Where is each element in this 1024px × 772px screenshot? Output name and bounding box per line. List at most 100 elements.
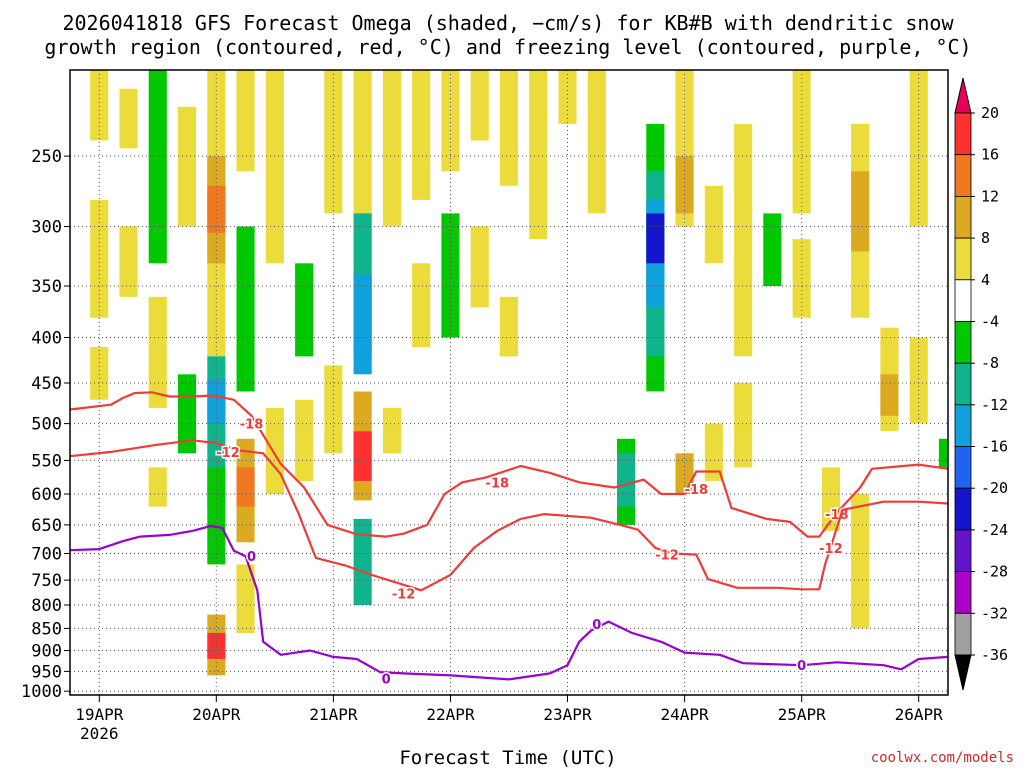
omega-cell (763, 213, 782, 286)
colorbar: 20 16 12 8 4 -4 -8 -12 -16 -20 -24 -28 -32 -36 (954, 77, 1008, 691)
omega-cell (90, 347, 109, 400)
omega-cell (207, 378, 226, 424)
omega-cell (324, 70, 343, 214)
colorbar-swatch (954, 404, 972, 447)
colorbar-swatch (954, 154, 972, 197)
colorbar-bottom-arrow (954, 654, 972, 691)
omega-cell (499, 70, 518, 186)
omega-cell (382, 407, 401, 454)
x-tick-label: 25APR (778, 705, 827, 724)
x-tick-label: 21APR (309, 705, 358, 724)
omega-cell (558, 70, 577, 124)
omega-cell (119, 88, 138, 149)
omega-cell (353, 274, 372, 375)
omega-cell (792, 70, 811, 214)
contour-label: 0 (592, 618, 601, 633)
colorbar-swatch (954, 279, 972, 322)
omega-cell (734, 383, 753, 468)
contour-label: -18 (486, 476, 510, 491)
omega-cell (909, 70, 928, 227)
omega-cell (207, 467, 226, 565)
credit-text: coolwx.com/models (871, 750, 1014, 766)
x-tick-label: 23APR (543, 705, 592, 724)
omega-cell (675, 156, 694, 214)
omega-cell (148, 70, 167, 264)
plot-area: -18-18 -18-18-12-12-12 -120000250300350400… (21, 69, 1008, 743)
y-tick-label: 400 (31, 329, 62, 349)
colorbar-tick-label: -4 (981, 313, 999, 331)
x-tick-label: 26APR (895, 705, 944, 724)
colorbar-swatch (954, 571, 972, 614)
y-tick-label: 800 (31, 596, 62, 616)
omega-cell (529, 70, 548, 240)
colorbar-tick-label: 16 (981, 146, 999, 164)
y-tick-label: 500 (31, 415, 62, 435)
omega-cell (851, 494, 870, 629)
omega-cell (587, 70, 606, 214)
colorbar-tick-label: 4 (981, 271, 990, 289)
omega-cell (265, 407, 284, 494)
colorbar-swatch (954, 362, 972, 406)
omega-cell (470, 70, 489, 141)
omega-cell (909, 337, 928, 424)
omega-cell (178, 106, 197, 227)
omega-cell (499, 296, 518, 357)
x-tick-label: 20APR (192, 705, 241, 724)
colorbar-swatch (954, 195, 972, 239)
omega-cell (236, 70, 255, 172)
omega-cell (324, 365, 343, 454)
contour-label: -18 (240, 418, 264, 433)
colorbar-tick-label: -36 (981, 646, 1008, 664)
omega-cell (938, 438, 948, 468)
contour-label: -12 (216, 446, 240, 461)
omega-cell (704, 185, 723, 264)
y-tick-label: 300 (31, 218, 62, 238)
y-tick-label: 1000 (21, 682, 62, 702)
colorbar-swatch (954, 529, 972, 573)
omega-cell (441, 213, 460, 338)
colorbar-swatch (954, 237, 972, 281)
colorbar-tick-label: 8 (981, 229, 990, 247)
omega-cell (734, 123, 753, 357)
chart-title-line1: 2026041818 GFS Forecast Omega (shaded, −… (62, 11, 954, 35)
contour--18 (70, 391, 948, 538)
chart-title-line2: growth region (contoured, red, °C) and f… (44, 35, 971, 59)
omega-cell (441, 70, 460, 172)
contour--12 (70, 439, 948, 592)
omega-cell (148, 467, 167, 507)
omega-cell (295, 263, 314, 357)
contour-label: -12 (392, 587, 416, 602)
y-tick-label: 250 (31, 147, 62, 167)
omega-cell (207, 632, 226, 659)
y-tick-label: 550 (31, 451, 62, 471)
omega-cell (265, 70, 284, 264)
colorbar-tick-label: -16 (981, 438, 1008, 456)
colorbar-tick-label: -32 (981, 604, 1008, 622)
omega-cell (412, 263, 431, 348)
colorbar-top-arrow (954, 77, 972, 114)
colorbar-tick-label: 12 (981, 187, 999, 205)
omega-cell (119, 226, 138, 297)
x-tick-label: 19APR (75, 705, 124, 724)
colorbar-swatch (954, 446, 972, 489)
omega-cell (236, 226, 255, 392)
omega-cell (382, 70, 401, 227)
contour-label: 0 (247, 550, 256, 565)
omega-cell (353, 431, 372, 481)
colorbar-swatch (954, 112, 972, 156)
contour-label: -12 (655, 549, 679, 564)
y-axis: 250 300 350 400 450 500 550 600 650 700 750 800 850 9… (21, 147, 70, 702)
colorbar-tick-label: 20 (981, 104, 999, 122)
contour-label: -18 (685, 483, 709, 498)
omega-cell (880, 374, 899, 416)
y-tick-label: 650 (31, 516, 62, 536)
colorbar-tick-label: -20 (981, 479, 1008, 497)
contour-label: 0 (382, 673, 391, 688)
omega-cell (412, 70, 431, 200)
contour-label: -12 (819, 542, 843, 557)
grid-lines (70, 70, 948, 695)
omega-cell (295, 399, 314, 481)
